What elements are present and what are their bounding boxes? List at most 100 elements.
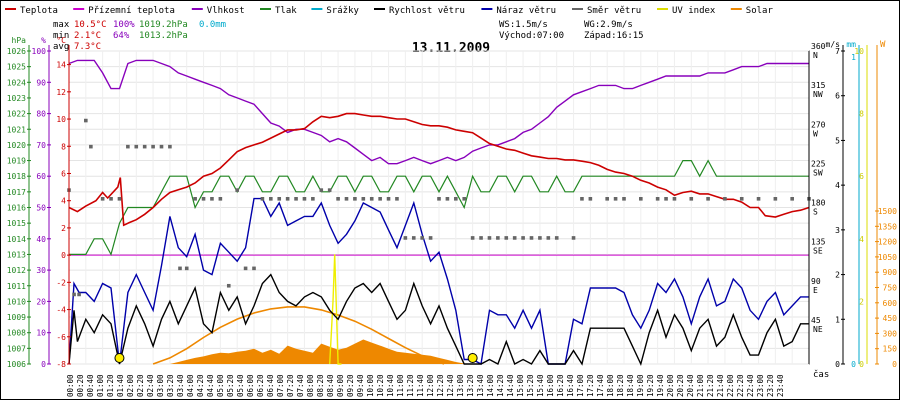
- axis-celsius-unit: °C: [56, 36, 66, 45]
- wind-direction-point: [77, 292, 81, 297]
- time-tick-label: 01:20: [106, 374, 115, 397]
- time-tick-label: 03:00: [156, 374, 165, 397]
- axis-mm-tick-label: 1: [851, 53, 856, 62]
- time-tick-label: 13:00: [456, 374, 465, 397]
- axis-hpa-tick-label: 1007: [7, 344, 26, 353]
- axis-hpa-tick-label: 1023: [7, 94, 26, 103]
- wind-direction-point: [361, 197, 366, 201]
- wind-direction-point: [336, 197, 340, 201]
- wind-direction-point: [689, 197, 694, 201]
- axis-ms-unit: m/s: [826, 40, 841, 49]
- time-tick-label: 03:20: [166, 374, 175, 397]
- time-tick-label: 07:40: [296, 374, 305, 397]
- time-tick-label: 14:40: [506, 374, 515, 397]
- axis-mm-unit: mm: [846, 40, 856, 49]
- axis-ms-tick-label: 4: [835, 181, 840, 190]
- time-tick-label: 22:20: [736, 374, 745, 397]
- wind-direction-point: [487, 236, 492, 240]
- axis-direction-dir: E: [813, 286, 818, 295]
- series-temperature: [68, 112, 810, 227]
- time-tick-label: 11:00: [396, 374, 405, 397]
- axis-direction-dir: S: [813, 208, 818, 217]
- axis-hpa-tick-label: 1017: [7, 188, 26, 197]
- time-tick-label: 04:40: [206, 374, 215, 397]
- axis-celsius-tick-label: 8: [61, 142, 66, 151]
- wind-direction-point: [571, 236, 576, 240]
- wind-direction-point: [294, 197, 298, 201]
- axis-percent-tick-label: 10: [36, 329, 46, 338]
- wind-direction-point: [504, 236, 509, 240]
- stat-sunset: Západ:16:15: [584, 31, 644, 41]
- axis-watt-tick-label: 1500: [878, 207, 897, 216]
- left-axes: 1006100710081009101010111012101310141015…: [7, 36, 71, 369]
- time-tick-label: 03:40: [176, 374, 185, 397]
- wind-direction-point: [655, 197, 660, 201]
- time-tick-label: 06:20: [256, 374, 265, 397]
- wind-direction-point: [428, 236, 433, 240]
- wind-direction-point: [117, 197, 122, 201]
- time-tick-label: 23:00: [756, 374, 765, 397]
- wind-direction-point: [193, 197, 197, 201]
- axis-watt-tick-label: 0: [892, 360, 897, 369]
- axis-direction-deg: 360: [811, 42, 826, 51]
- grid: [68, 50, 810, 365]
- wind-direction-point: [420, 236, 424, 240]
- time-tick-label: 10:20: [376, 374, 385, 397]
- stat-max-rain: 0.0mm: [199, 20, 226, 30]
- time-tick-label: 12:00: [426, 374, 435, 397]
- axis-celsius-tick-label: -8: [56, 360, 66, 369]
- time-tick-label: 21:40: [716, 374, 725, 397]
- axis-watt-tick-label: 1200: [878, 238, 897, 247]
- wind-direction-point: [554, 236, 559, 240]
- wind-direction-point: [311, 197, 315, 201]
- axis-direction-dir: W: [813, 129, 818, 138]
- legend-label: Vlhkost: [207, 6, 245, 16]
- legend-label: Tlak: [275, 6, 297, 16]
- time-tick-label: 09:40: [356, 374, 365, 397]
- time-tick-label: 17:40: [596, 374, 605, 397]
- time-tick-label: 07:20: [286, 374, 295, 397]
- axis-direction-deg: 90: [811, 277, 821, 286]
- wind-direction-point: [445, 197, 450, 201]
- time-tick-label: 04:20: [196, 374, 205, 397]
- wind-direction-point: [756, 197, 761, 201]
- axis-hpa-tick-label: 1016: [7, 204, 26, 213]
- axis-celsius-tick-label: -2: [56, 278, 66, 287]
- series-uv: [329, 254, 342, 365]
- axis-celsius-tick-label: -6: [56, 333, 66, 342]
- time-tick-label: 18:00: [606, 374, 615, 397]
- axis-percent-tick-label: 70: [36, 141, 46, 150]
- time-tick-label: 00:00: [66, 374, 75, 397]
- wind-direction-point: [178, 266, 182, 271]
- sunset-marker: [467, 353, 478, 363]
- axis-celsius-tick-label: 14: [56, 61, 66, 70]
- wind-direction-point: [151, 144, 155, 149]
- wind-direction-point: [512, 236, 517, 240]
- time-tick-label: 23:20: [766, 374, 775, 397]
- time-tick-label: 08:40: [326, 374, 335, 397]
- stats-block: max 10.5°C 100% 1019.2hPa 0.0mm min 2.1°…: [53, 20, 644, 52]
- stat-min-press: 1013.2hPa: [139, 31, 188, 41]
- series-wind-speed: [68, 273, 809, 367]
- axis-ms-tick-label: 5: [835, 136, 840, 145]
- time-tick-label: 21:20: [706, 374, 715, 397]
- wind-direction-point: [580, 197, 584, 201]
- time-tick-label: 01:40: [116, 374, 125, 397]
- stat-max-label: max: [53, 20, 70, 30]
- wind-direction-point: [613, 197, 618, 201]
- axis-percent-tick-label: 20: [36, 297, 46, 306]
- wind-direction-point: [126, 144, 130, 149]
- wind-direction-point: [243, 266, 248, 271]
- axis-direction-deg: 180: [811, 199, 826, 208]
- axis-uv-tick-label: 2: [859, 297, 864, 306]
- wind-direction-point: [622, 197, 626, 201]
- wind-direction-point: [252, 266, 256, 271]
- time-tick-label: 14:20: [496, 374, 505, 397]
- wind-direction-point: [639, 197, 643, 201]
- axis-ms-tick-label: 1: [835, 315, 840, 324]
- axis-percent-tick-label: 50: [36, 204, 46, 213]
- wind-direction-point: [395, 197, 399, 201]
- axis-hpa-tick-label: 1022: [7, 110, 26, 119]
- axis-direction-dir: NE: [813, 325, 823, 334]
